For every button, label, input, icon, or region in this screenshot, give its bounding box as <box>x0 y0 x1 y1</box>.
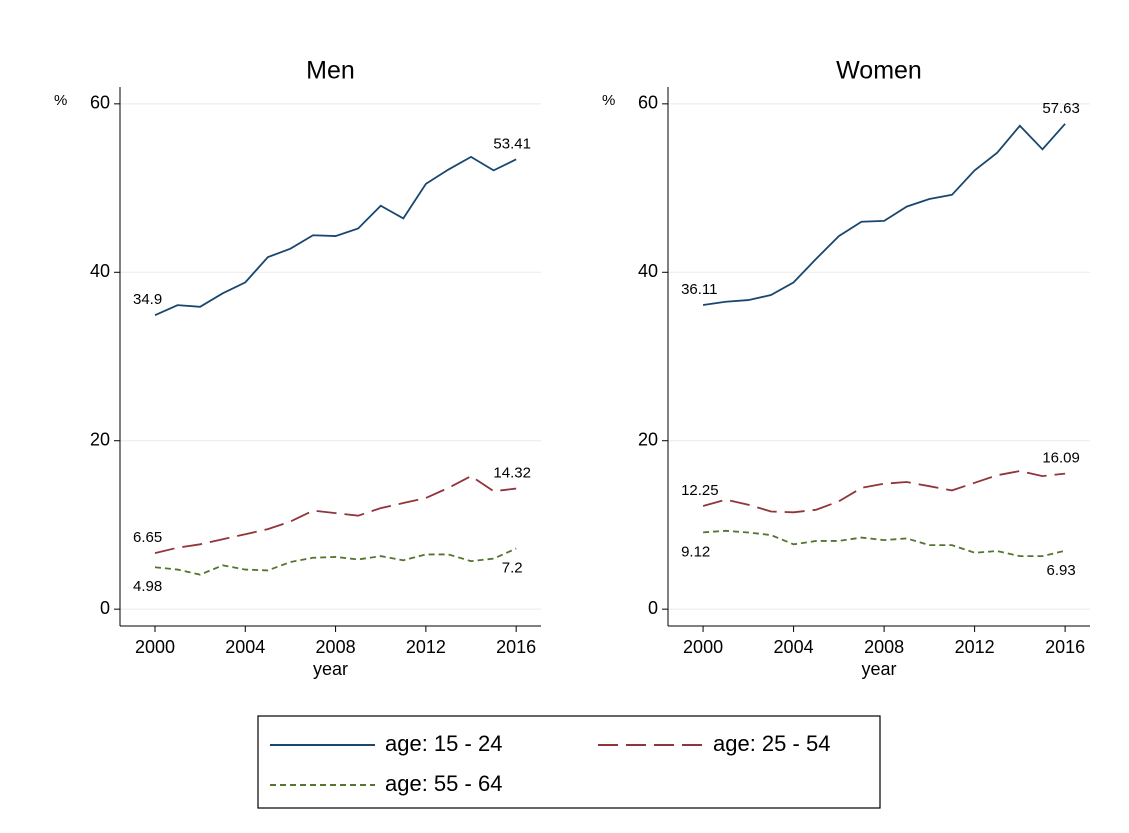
legend-label: age: 15 - 24 <box>385 731 502 756</box>
data-label: 4.98 <box>133 578 162 595</box>
data-label: 57.63 <box>1042 100 1080 117</box>
x-tick-label: 2012 <box>955 637 995 657</box>
y-tick-label: 0 <box>100 598 110 618</box>
line-series <box>154 155 517 317</box>
line-series <box>702 123 1066 306</box>
x-tick-label: 2004 <box>225 637 265 657</box>
y-tick-label: 0 <box>648 598 658 618</box>
x-tick-label: 2016 <box>496 637 536 657</box>
chart-title: Women <box>836 57 922 85</box>
y-tick-label: 60 <box>90 93 110 113</box>
data-label: 6.93 <box>1047 562 1076 579</box>
x-axis-label: year <box>313 659 348 679</box>
y-axis-label: % <box>54 92 67 109</box>
legend-label: age: 25 - 54 <box>713 731 830 756</box>
y-tick-label: 60 <box>638 93 658 113</box>
data-label: 9.12 <box>681 543 710 560</box>
x-tick-label: 2008 <box>864 637 904 657</box>
data-label: 53.41 <box>493 135 531 152</box>
line-series <box>703 529 1066 557</box>
data-label: 12.25 <box>681 482 719 499</box>
chart-title: Men <box>306 57 355 85</box>
y-tick-label: 40 <box>638 261 658 281</box>
y-axis-label: % <box>602 92 615 109</box>
line-series <box>154 547 517 576</box>
legend-label: age: 55 - 64 <box>385 771 502 796</box>
x-axis-label: year <box>861 659 896 679</box>
x-tick-label: 2000 <box>135 637 175 657</box>
x-tick-label: 2004 <box>774 637 814 657</box>
x-tick-label: 2016 <box>1045 637 1085 657</box>
y-tick-label: 20 <box>90 429 110 449</box>
legend-box <box>257 715 881 809</box>
data-label: 7.2 <box>502 559 523 576</box>
data-label: 14.32 <box>493 465 531 482</box>
data-label: 34.9 <box>133 291 162 308</box>
x-tick-label: 2008 <box>316 637 356 657</box>
y-tick-label: 40 <box>90 261 110 281</box>
line-series <box>702 470 1066 514</box>
x-tick-label: 2012 <box>406 637 446 657</box>
line-series <box>154 475 517 555</box>
data-label: 6.65 <box>133 529 162 546</box>
y-tick-label: 20 <box>638 429 658 449</box>
x-tick-label: 2000 <box>683 637 723 657</box>
data-label: 16.09 <box>1042 450 1080 467</box>
data-label: 36.11 <box>681 281 717 298</box>
